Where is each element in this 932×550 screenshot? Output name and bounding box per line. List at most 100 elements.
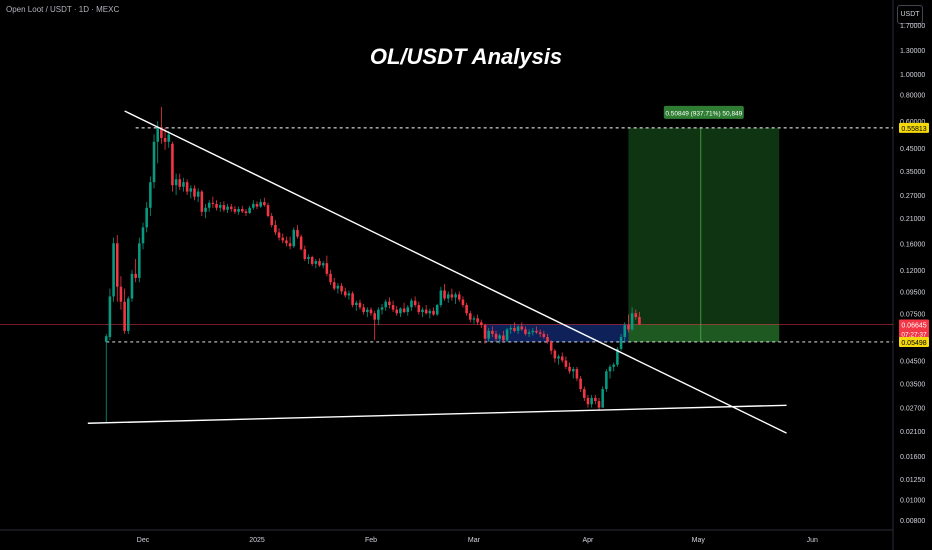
candle-body xyxy=(149,182,152,208)
candle-body xyxy=(388,301,391,306)
candle-body xyxy=(520,326,524,330)
candle-body xyxy=(299,236,303,250)
candle-body xyxy=(560,356,564,361)
candle-body xyxy=(244,211,248,214)
candle-body xyxy=(421,309,424,313)
candle-body xyxy=(226,206,229,210)
countdown-label: 07:27:37 xyxy=(901,331,927,338)
y-tick-label: 0.02700 xyxy=(900,406,925,413)
candle-body xyxy=(178,179,182,187)
candle-body xyxy=(285,240,288,244)
candle-body xyxy=(329,273,332,283)
grid xyxy=(0,0,894,550)
candle-body xyxy=(410,300,413,308)
candle-body xyxy=(252,203,255,208)
candle-body xyxy=(358,302,362,308)
candle-body xyxy=(597,401,601,408)
candle-body xyxy=(623,325,627,338)
x-tick-label: Feb xyxy=(365,537,377,544)
candle-body xyxy=(115,243,119,287)
candle-body xyxy=(491,330,494,334)
candle-body xyxy=(435,305,439,315)
candle-body xyxy=(112,243,115,297)
candle-body xyxy=(163,138,167,142)
candle-body xyxy=(373,313,376,320)
candle-body xyxy=(380,307,384,310)
candle-body xyxy=(428,310,432,314)
position-label: 0.50849 (937.71%) 50,849 xyxy=(665,110,742,117)
x-tick-label: Dec xyxy=(137,537,150,544)
candle-body xyxy=(601,389,604,408)
candle-body xyxy=(307,256,310,259)
candle-body xyxy=(343,291,347,296)
candle-body xyxy=(130,273,134,299)
symbol-header: Open Loot / USDT · 1D · MEXC xyxy=(6,5,120,14)
candle-body xyxy=(583,389,586,398)
x-tick-label: Mar xyxy=(468,537,481,544)
candle-body xyxy=(123,301,126,331)
horizontal-lines xyxy=(0,127,893,343)
candle-body xyxy=(222,205,226,210)
resistance-trendline xyxy=(124,110,787,434)
candle-body xyxy=(465,305,468,314)
candle-body xyxy=(527,332,531,334)
candle-body xyxy=(439,290,443,306)
candle-body xyxy=(480,322,483,326)
candle-body xyxy=(571,369,575,372)
candle-body xyxy=(259,202,262,207)
candle-body xyxy=(185,182,189,192)
candle-body xyxy=(634,313,638,318)
candle-body xyxy=(417,305,421,313)
candle-body xyxy=(189,188,193,192)
y-tick-label: 0.21000 xyxy=(900,216,925,223)
price-markers: 0.55813 0.06645 07:27:37 0.05498 xyxy=(899,122,929,347)
candle-body xyxy=(215,203,218,208)
candle-body xyxy=(263,202,266,206)
candle-body xyxy=(336,285,340,289)
price-marker-bg xyxy=(899,122,929,133)
candle-body xyxy=(160,127,163,139)
candle-body xyxy=(391,305,395,310)
candle-body xyxy=(108,296,112,338)
y-tick-label: 0.04500 xyxy=(900,358,925,365)
price-marker-label: 0.06645 xyxy=(901,322,926,329)
candle-body xyxy=(141,227,145,244)
candle-body xyxy=(590,397,593,405)
candle-body xyxy=(472,318,476,320)
x-tick-label: May xyxy=(692,537,706,544)
candle-body xyxy=(619,337,623,349)
candle-body xyxy=(207,202,211,208)
candle-body xyxy=(443,290,446,299)
candle-body xyxy=(454,294,457,298)
candle-body xyxy=(292,229,296,247)
candle-body xyxy=(538,332,542,334)
candle-body xyxy=(638,317,641,325)
price-marker: 0.05498 xyxy=(899,336,929,347)
candle-body xyxy=(630,313,634,330)
candle-body xyxy=(366,309,369,313)
candle-body xyxy=(568,366,571,372)
currency-button[interactable]: USDT xyxy=(897,5,923,24)
chart-title: OL/USDT Analysis xyxy=(369,44,563,69)
candle-body xyxy=(152,141,156,183)
candle-body xyxy=(608,366,612,372)
y-tick-label: 1.30000 xyxy=(900,48,925,55)
profit-zone xyxy=(628,127,780,342)
y-tick-label: 0.03500 xyxy=(900,382,925,389)
candle-body xyxy=(318,261,321,266)
candle-body xyxy=(498,335,501,339)
candle-body xyxy=(476,318,479,323)
candle-body xyxy=(277,232,281,238)
y-tick-label: 1.00000 xyxy=(900,72,925,79)
candle-body xyxy=(575,369,579,379)
y-tick-label: 0.01250 xyxy=(900,477,925,484)
price-marker: 0.06645 07:27:37 xyxy=(899,319,929,340)
candle-body xyxy=(310,256,314,264)
candle-body xyxy=(340,285,343,292)
candle-body xyxy=(627,325,630,330)
candle-body xyxy=(535,330,538,333)
candle-body xyxy=(586,397,590,405)
position-label-bg xyxy=(663,105,744,119)
price-marker: 0.55813 xyxy=(899,122,929,133)
